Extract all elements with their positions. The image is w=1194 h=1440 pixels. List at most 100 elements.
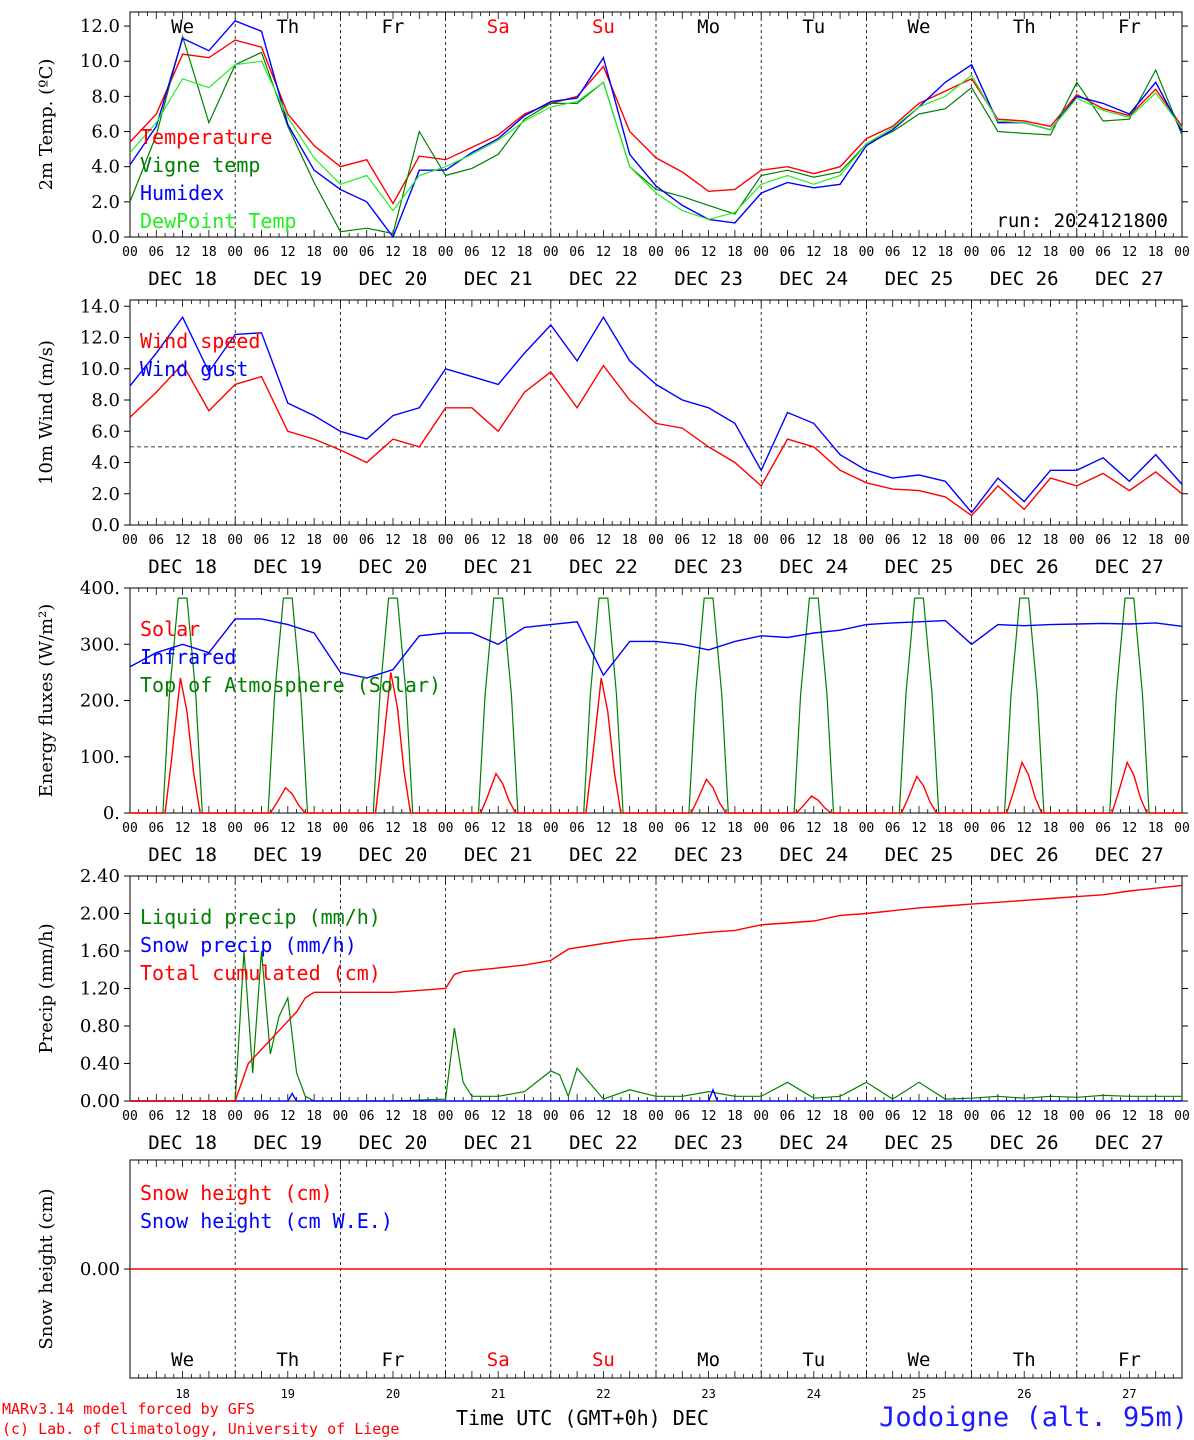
legend-entry: Solar [140,617,200,641]
hour-tick-label: 12 [175,1109,191,1124]
date-label: DEC 23 [674,556,743,578]
y-tick-label: 12.0 [80,328,120,349]
hour-tick-label: 00 [859,1109,875,1124]
hour-tick-label: 06 [569,821,585,836]
weekday-label: Mo [697,1349,720,1371]
hour-tick-label: 18 [411,533,427,548]
y-tick-label: 10.0 [80,51,120,72]
hour-tick-label: 18 [937,533,953,548]
hour-tick-label: 18 [517,1109,533,1124]
hour-tick-label: 00 [859,245,875,260]
legend-entry: Snow height (cm W.E.) [140,1209,393,1233]
date-label: DEC 23 [674,268,743,290]
hour-tick-label: 06 [780,245,796,260]
hour-tick-label: 12 [1122,245,1138,260]
date-label: DEC 22 [569,1132,638,1154]
hour-tick-label: 00 [964,533,980,548]
hour-tick-label: 00 [753,533,769,548]
legend-entry: Wind gust [140,357,248,381]
weekday-label: We [908,1349,931,1371]
date-label: DEC 21 [464,556,533,578]
weekday-label: Th [276,1349,299,1371]
date-label: DEC 22 [569,556,638,578]
hour-tick-label: 12 [1122,533,1138,548]
hour-tick-label: 18 [832,1109,848,1124]
y-tick-label: 200. [80,691,120,712]
hour-tick-label: 12 [490,245,506,260]
hour-tick-label: 06 [885,533,901,548]
hour-tick-label: 06 [1095,1109,1111,1124]
hour-tick-label: 12 [806,533,822,548]
day-number-label: 21 [491,1387,505,1401]
hour-tick-label: 06 [464,245,480,260]
hour-tick-label: 18 [1043,1109,1059,1124]
y-tick-label: 14.0 [80,296,120,317]
hour-tick-label: 06 [569,533,585,548]
y-tick-label: 0.00 [80,1091,120,1112]
hour-tick-label: 06 [254,533,270,548]
y-tick-label: 1.20 [80,979,120,1000]
hour-tick-label: 06 [359,533,375,548]
hour-tick-label: 06 [674,533,690,548]
hour-tick-label: 06 [990,821,1006,836]
date-label: DEC 23 [674,1132,743,1154]
hour-tick-label: 12 [1016,821,1032,836]
hour-tick-label: 12 [280,821,296,836]
hour-tick-label: 12 [911,821,927,836]
weekday-label: Fr [1118,1349,1141,1371]
date-label: DEC 26 [990,268,1059,290]
hour-tick-label: 06 [464,821,480,836]
hour-tick-label: 12 [490,533,506,548]
y-tick-label: 400. [80,578,120,599]
hour-tick-label: 00 [1069,533,1085,548]
hour-tick-label: 00 [753,245,769,260]
hour-tick-label: 18 [201,245,217,260]
hour-tick-label: 12 [596,821,612,836]
hour-tick-label: 12 [1016,533,1032,548]
day-number-label: 25 [912,1387,926,1401]
hour-tick-label: 06 [148,245,164,260]
hour-tick-label: 06 [990,245,1006,260]
hour-tick-label: 18 [622,533,638,548]
series-line-temperature [129,39,1183,206]
y-tick-label: 4.0 [91,453,120,474]
y-tick-label: 0.0 [91,227,120,248]
legend-entry: Humidex [140,181,224,205]
hour-tick-label: 00 [333,821,349,836]
hour-tick-label: 00 [438,821,454,836]
day-number-label: 20 [386,1387,400,1401]
hour-tick-label: 00 [438,533,454,548]
hour-tick-label: 00 [122,533,138,548]
date-label: DEC 25 [885,556,954,578]
hour-tick-label: 18 [517,245,533,260]
hour-tick-label: 06 [464,1109,480,1124]
hour-tick-label: 12 [701,821,717,836]
date-label: DEC 23 [674,844,743,866]
y-tick-label: 2.00 [80,904,120,925]
date-label: DEC 24 [779,556,848,578]
panel-frame [129,587,1183,814]
day-number-label: 23 [701,1387,715,1401]
hour-tick-label: 00 [859,821,875,836]
hour-tick-label: 12 [175,533,191,548]
hour-tick-label: 00 [543,533,559,548]
hour-tick-label: 18 [306,821,322,836]
hour-tick-label: 18 [937,821,953,836]
hour-tick-label: 18 [832,533,848,548]
legend-entry: Wind speed [140,329,260,353]
hour-tick-label: 06 [990,533,1006,548]
hour-tick-label: 00 [1174,533,1190,548]
weekday-label: Tu [802,1349,825,1371]
hour-tick-label: 00 [1174,821,1190,836]
date-label: DEC 20 [359,556,428,578]
hour-tick-label: 00 [648,1109,664,1124]
hour-tick-label: 00 [333,245,349,260]
hour-tick-label: 18 [727,821,743,836]
hour-tick-label: 12 [701,533,717,548]
hour-tick-label: 12 [1122,821,1138,836]
hour-tick-label: 18 [1148,821,1164,836]
hour-tick-label: 00 [333,1109,349,1124]
date-label: DEC 21 [464,1132,533,1154]
hour-tick-label: 12 [911,1109,927,1124]
